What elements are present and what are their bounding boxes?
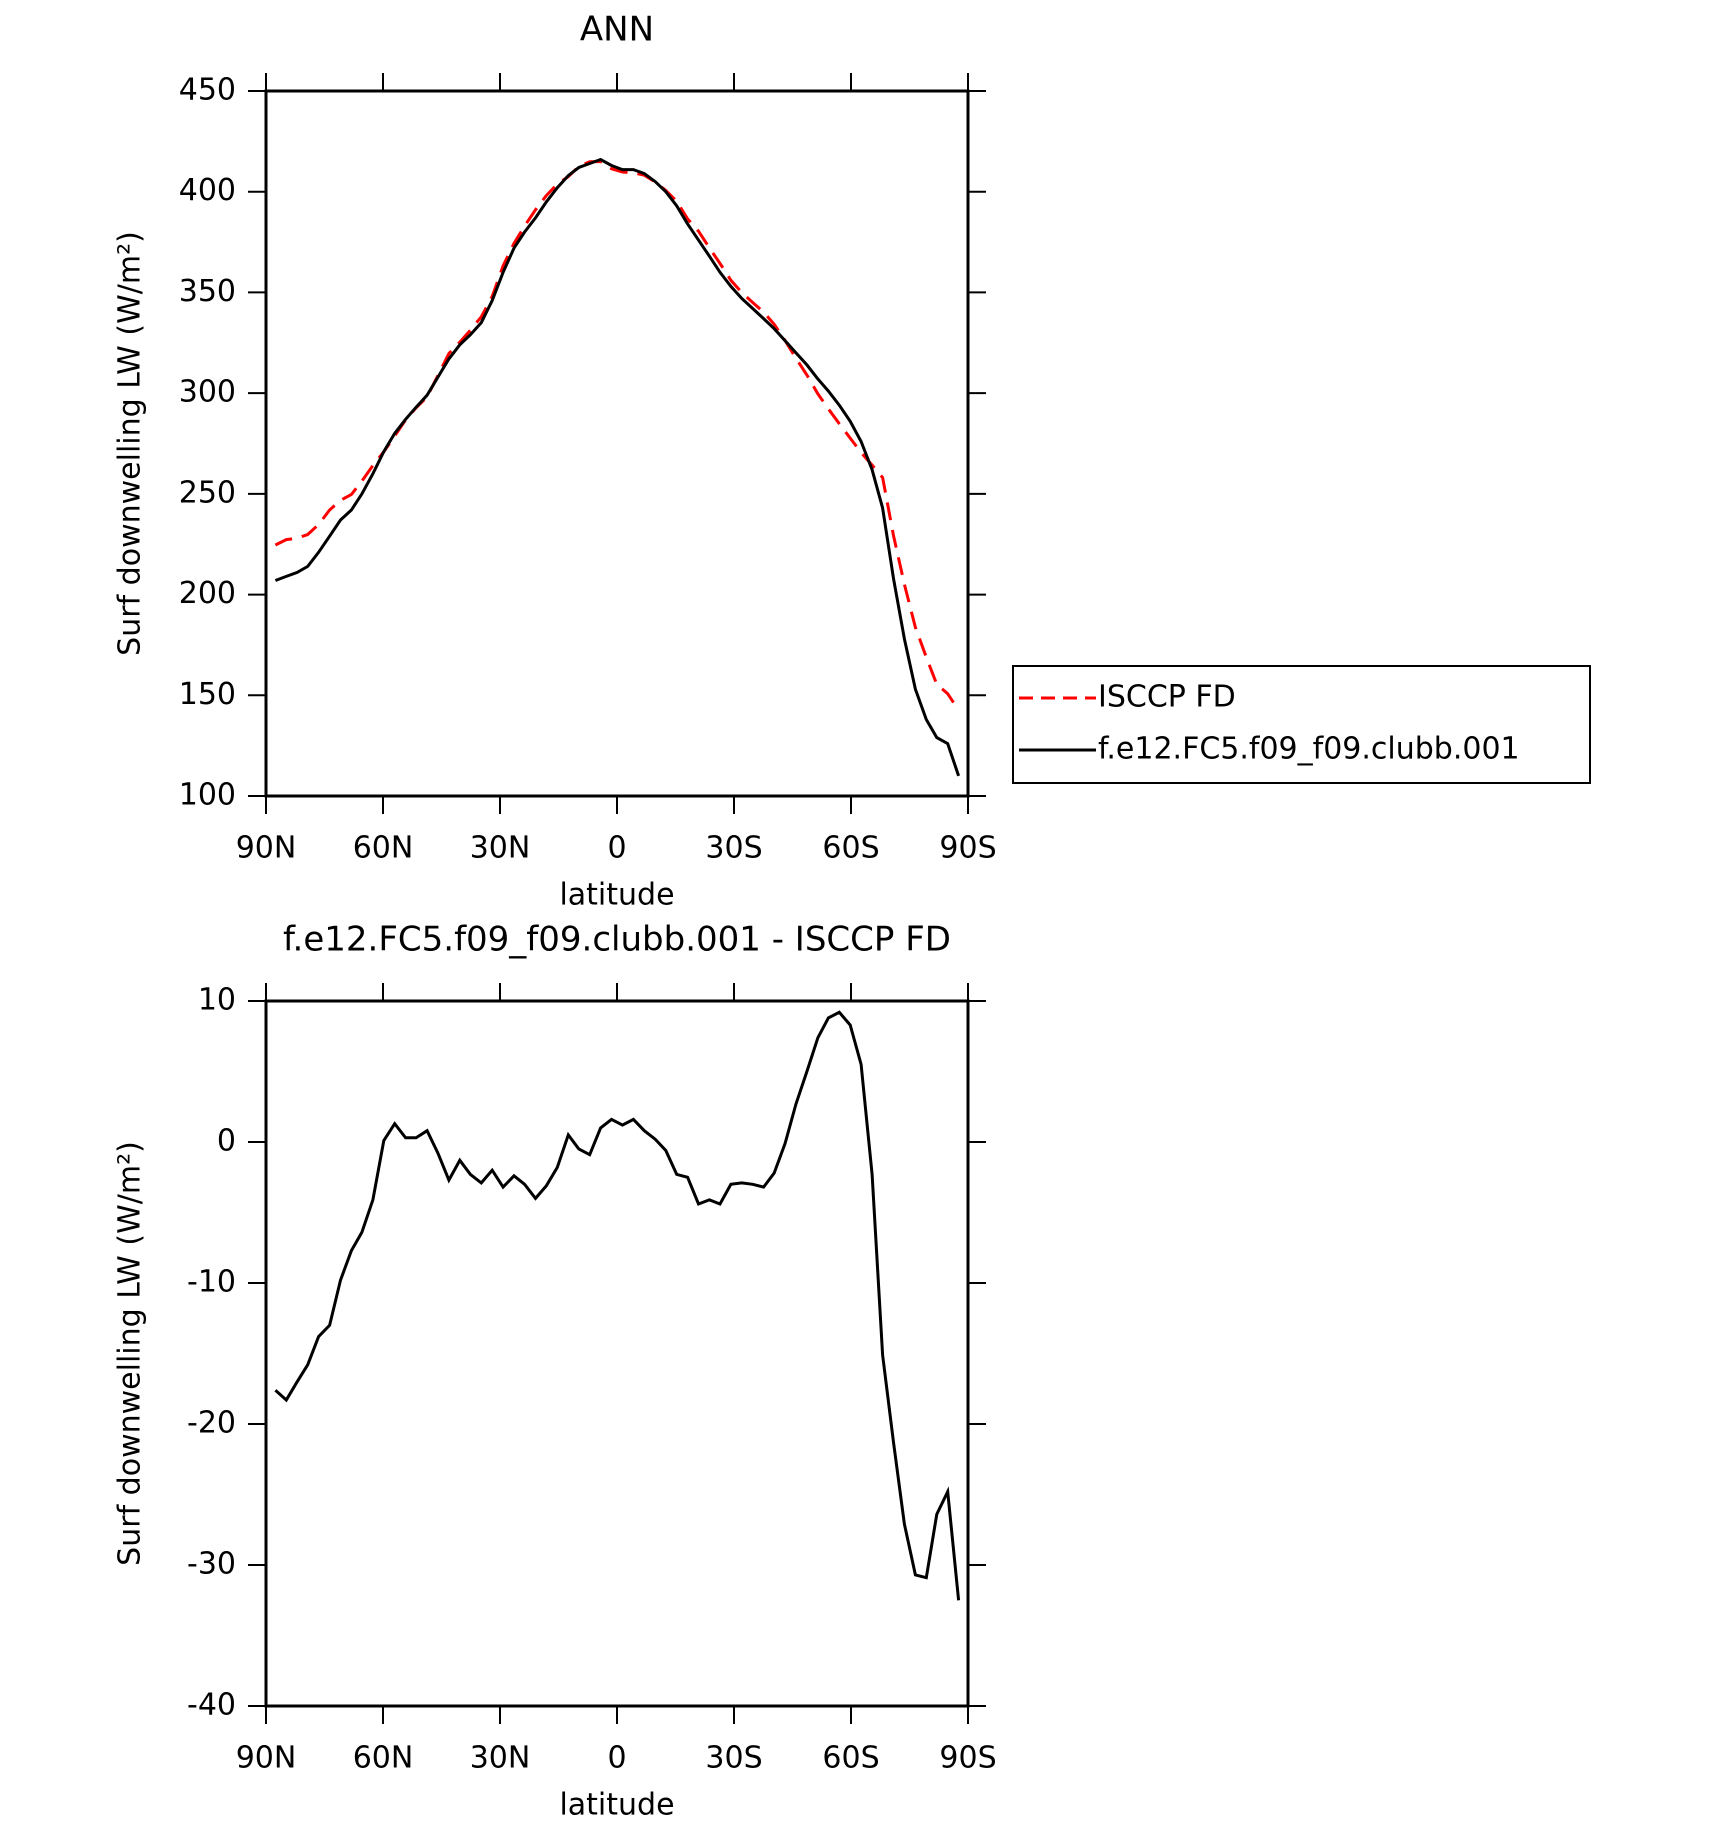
y-tick-label: -40 xyxy=(187,1688,236,1723)
data-line xyxy=(274,157,961,777)
y-tick-label: 250 xyxy=(179,475,236,510)
data-line xyxy=(274,1010,961,1601)
x-tick-label: 0 xyxy=(607,831,626,866)
data-line xyxy=(274,159,960,712)
y-axis-label: Surf downwelling LW (W/m²) xyxy=(113,231,148,656)
legend-label: ISCCP FD xyxy=(1098,680,1236,715)
x-axis-label: latitude xyxy=(559,878,674,913)
legend-box xyxy=(1012,665,1591,784)
x-tick-label: 30S xyxy=(705,1741,762,1776)
x-tick-label: 90S xyxy=(939,831,996,866)
y-tick-label: -10 xyxy=(187,1265,236,1300)
y-tick-label: 450 xyxy=(179,73,236,108)
chart-title: ANN xyxy=(580,10,654,50)
y-tick-label: 300 xyxy=(179,375,236,410)
x-tick-label: 90N xyxy=(236,1741,297,1776)
y-tick-label: 200 xyxy=(179,576,236,611)
y-tick-label: 150 xyxy=(179,677,236,712)
x-tick-label: 90S xyxy=(939,1741,996,1776)
legend-label: f.e12.FC5.f09_f09.clubb.001 xyxy=(1098,732,1520,767)
y-tick-label: -20 xyxy=(187,1406,236,1441)
x-tick-label: 90N xyxy=(236,831,297,866)
y-tick-label: 10 xyxy=(198,983,236,1018)
chart-title: f.e12.FC5.f09_f09.clubb.001 - ISCCP FD xyxy=(283,920,951,960)
x-tick-label: 30N xyxy=(470,1741,531,1776)
x-tick-label: 60S xyxy=(822,831,879,866)
x-tick-label: 30S xyxy=(705,831,762,866)
y-tick-label: 350 xyxy=(179,274,236,309)
x-axis-label: latitude xyxy=(559,1788,674,1823)
plot-frame xyxy=(264,999,970,1708)
x-tick-label: 0 xyxy=(607,1741,626,1776)
y-tick-label: 0 xyxy=(217,1124,236,1159)
x-tick-label: 60N xyxy=(353,831,414,866)
y-axis-label: Surf downwelling LW (W/m²) xyxy=(113,1141,148,1566)
x-tick-label: 60S xyxy=(822,1741,879,1776)
x-tick-label: 60N xyxy=(353,1741,414,1776)
x-tick-label: 30N xyxy=(470,831,531,866)
y-tick-label: 400 xyxy=(179,173,236,208)
y-tick-label: -30 xyxy=(187,1547,236,1582)
y-tick-label: 100 xyxy=(179,778,236,813)
